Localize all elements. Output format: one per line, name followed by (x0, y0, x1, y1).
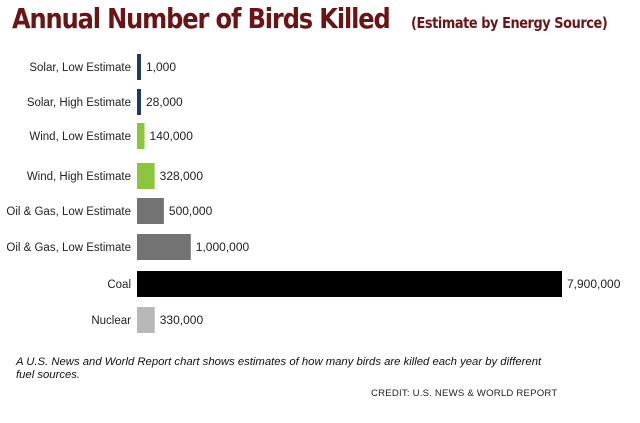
chart-caption: A U.S. News and World Report chart shows… (16, 356, 542, 381)
value-label: 140,000 (150, 129, 194, 143)
value-label: 1,000,000 (196, 240, 250, 254)
category-label: Wind, Low Estimate (29, 131, 131, 143)
category-label: Oil & Gas, Low Estimate (6, 206, 131, 218)
bar (137, 163, 155, 189)
bar (137, 307, 155, 333)
value-label: 328,000 (160, 169, 204, 183)
value-label: 28,000 (146, 95, 183, 109)
category-label: Wind, High Estimate (27, 171, 131, 183)
chart-title-row: Annual Number of Birds Killed (Estimate … (12, 2, 639, 42)
category-label: Nuclear (91, 315, 131, 327)
value-label: 330,000 (160, 313, 204, 327)
value-label: 1,000 (146, 60, 176, 74)
bar (137, 271, 562, 297)
bar (137, 89, 141, 115)
category-label: Oil & Gas, Low Estimate (6, 242, 131, 254)
category-label: Solar, High Estimate (27, 97, 131, 109)
chart-title: Annual Number of Birds Killed (12, 2, 391, 35)
value-label: 7,900,000 (567, 277, 621, 291)
category-label: Solar, Low Estimate (29, 62, 131, 74)
bar (137, 198, 164, 224)
chart-subtitle: (Estimate by Energy Source) (411, 14, 608, 32)
value-label: 500,000 (169, 204, 213, 218)
category-label: Coal (107, 279, 131, 291)
bar (137, 54, 141, 80)
bar (137, 234, 191, 260)
bar-chart: Solar, Low Estimate 1,000 Solar, High Esti… (6, 54, 621, 333)
chart-credit: CREDIT: U.S. NEWS & WORLD REPORT (371, 388, 558, 399)
bar (137, 123, 145, 149)
